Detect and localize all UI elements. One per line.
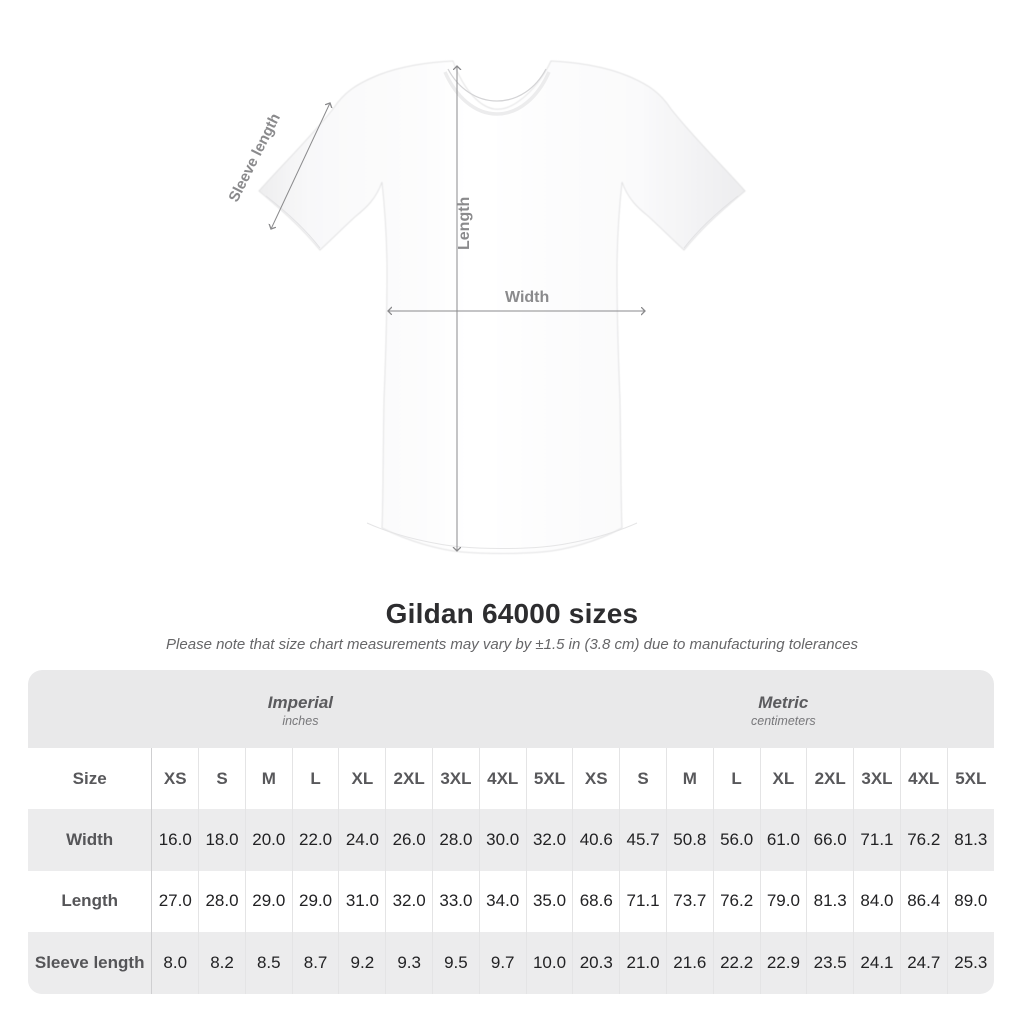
svg-text:Length: Length (456, 197, 473, 250)
svg-text:Width: Width (505, 289, 549, 306)
